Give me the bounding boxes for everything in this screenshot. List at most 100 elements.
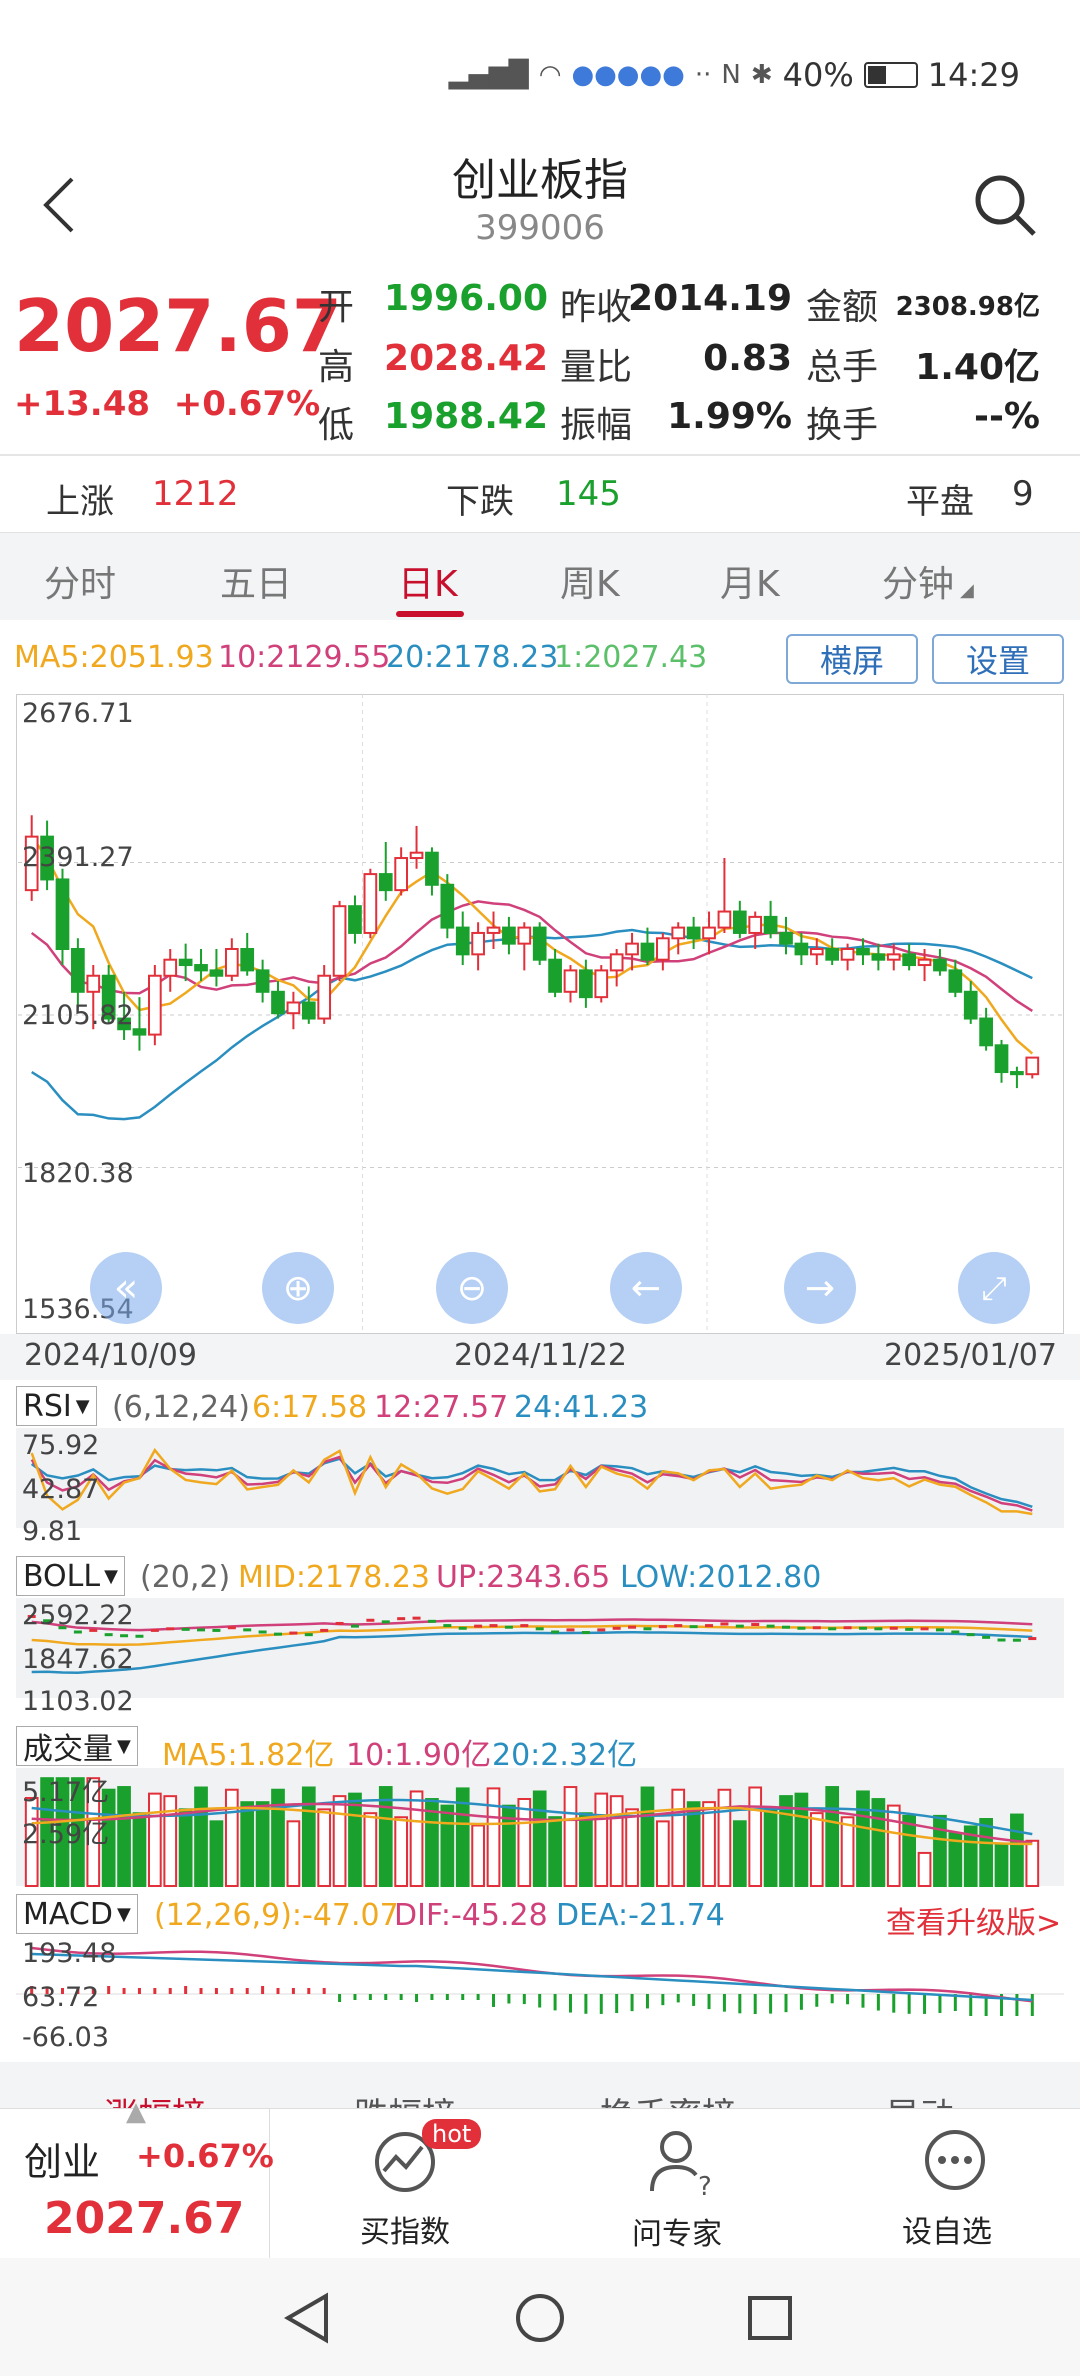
volume-bar xyxy=(209,1820,224,1887)
volume-bar xyxy=(502,1804,516,1887)
tab-five-day[interactable]: 五日 xyxy=(220,564,293,605)
candle-body xyxy=(486,926,501,934)
rsi6-value: 6:17.58 xyxy=(252,1390,368,1425)
boll-low-line xyxy=(31,1630,1033,1674)
rsi-y-label: 42.87 xyxy=(22,1474,100,1505)
volume-bar xyxy=(686,1801,701,1888)
boll-panel xyxy=(16,1598,1064,1698)
quote-value: 2028.42 xyxy=(384,338,548,379)
candle-body xyxy=(871,953,886,961)
nav-back-icon[interactable] xyxy=(282,2292,332,2344)
vol-ma5: MA5:1.82亿 xyxy=(162,1738,335,1773)
tab-intraday[interactable]: 分时 xyxy=(44,564,117,605)
volume-bar xyxy=(655,1820,670,1888)
rsi-y-label: 75.92 xyxy=(22,1430,100,1461)
back-button[interactable] xyxy=(40,170,100,240)
candle-body xyxy=(732,910,747,934)
tab-minute[interactable]: 分钟 ◢ xyxy=(882,555,974,607)
candle-body xyxy=(548,958,562,993)
ma10-line xyxy=(30,900,1033,1012)
candle-body xyxy=(332,905,347,977)
macd-upgrade-link[interactable]: 查看升级版> xyxy=(886,1906,1062,1941)
expand-icon: ⤢ xyxy=(981,1268,1007,1307)
volume-bar xyxy=(317,1808,332,1888)
add-watchlist-button[interactable]: 设自选 xyxy=(880,2119,1030,2250)
candle-body xyxy=(640,942,655,961)
candle-body xyxy=(55,878,70,950)
volume-selector[interactable]: 成交量 ▼ xyxy=(16,1726,138,1767)
candle-body xyxy=(117,1017,131,1031)
clock: 14:29 xyxy=(927,56,1020,94)
ask-expert-button[interactable]: ? 问专家 xyxy=(610,2119,760,2252)
mini-quote[interactable]: 创业 +0.67% 2027.67 ▲ xyxy=(0,2097,274,2259)
candle-body xyxy=(902,953,917,967)
buy-index-button[interactable]: hot 买指数 xyxy=(330,2119,482,2250)
expert-question-icon: ? xyxy=(650,2131,712,2197)
zoom-in-button[interactable]: ⊕ xyxy=(262,1252,334,1324)
boll-y-label: 2592.22 xyxy=(22,1600,134,1631)
candle-body xyxy=(794,942,809,956)
candle-body xyxy=(163,958,178,977)
quote-label: 振幅 xyxy=(560,405,633,446)
candle-body xyxy=(763,915,778,934)
macd-dea: DEA:-21.74 xyxy=(556,1898,725,1933)
jump-start-button[interactable]: « xyxy=(90,1252,162,1324)
candle-body xyxy=(471,931,485,956)
volume-name: 成交量 xyxy=(23,1732,113,1767)
volume-bar xyxy=(871,1798,886,1887)
x-axis-label: 2024/10/09 xyxy=(24,1338,197,1373)
settings-button[interactable]: 设置 xyxy=(932,634,1064,684)
volume-bar xyxy=(809,1812,824,1887)
quote-label: 开 xyxy=(318,287,355,328)
tab-monthly-k[interactable]: 月K xyxy=(720,564,780,605)
quote-label: 昨收 xyxy=(560,287,633,328)
volume-bar xyxy=(40,1777,54,1887)
volume-bar xyxy=(271,1788,285,1887)
boll-y-label: 1103.02 xyxy=(22,1686,134,1717)
scroll-right-button[interactable]: → xyxy=(784,1252,856,1324)
kline-chart-frame[interactable] xyxy=(16,694,1064,1334)
up-count: 1212 xyxy=(152,474,239,514)
period-tabs: 分时 五日 日K 周K 月K 分钟 ◢ xyxy=(0,532,1080,620)
candle-body xyxy=(394,857,409,892)
volume-bar xyxy=(425,1798,439,1887)
nav-home-icon[interactable] xyxy=(514,2292,566,2344)
candle-body xyxy=(748,915,763,934)
rsi-selector[interactable]: RSI ▼ xyxy=(16,1386,97,1426)
chevron-left-icon xyxy=(43,177,74,233)
scroll-left-button[interactable]: ← xyxy=(610,1252,682,1324)
landscape-button[interactable]: 横屏 xyxy=(786,634,918,684)
candle-body xyxy=(563,969,578,993)
divider xyxy=(0,454,1080,456)
candle-body xyxy=(363,873,378,934)
macd-dea-line xyxy=(31,1952,1033,2002)
macd-selector[interactable]: MACD ▼ xyxy=(16,1894,138,1934)
volume-bar xyxy=(163,1795,178,1887)
ma5-value: MA5:2051.93 xyxy=(14,640,214,675)
fullscreen-button[interactable]: ⤢ xyxy=(958,1252,1030,1324)
kline-chart xyxy=(16,694,1064,2016)
volume-bar xyxy=(748,1786,763,1888)
macd-params: (12,26,9):-47.07 xyxy=(154,1898,399,1933)
tab-weekly-k[interactable]: 周K xyxy=(560,564,620,605)
volume-bar xyxy=(332,1795,347,1887)
candle-body xyxy=(378,873,393,892)
volume-bar xyxy=(378,1786,393,1888)
volume-bar xyxy=(825,1786,840,1887)
candle-body xyxy=(979,1017,993,1047)
volume-bar xyxy=(594,1792,609,1887)
boll-selector[interactable]: BOLL ▼ xyxy=(16,1556,125,1596)
quote-label: 低 xyxy=(318,405,355,446)
zoom-out-button[interactable]: ⊖ xyxy=(436,1252,508,1324)
candle-body xyxy=(809,947,824,956)
search-button[interactable] xyxy=(970,170,1040,240)
volume-bar xyxy=(255,1801,270,1888)
candle-body xyxy=(24,835,39,892)
market-breadth: 上涨 1212 下跌 145 平盘 9 xyxy=(0,456,1080,532)
signal-icon: ▂▄▆█ xyxy=(448,60,529,90)
down-count: 145 xyxy=(556,474,621,514)
svg-text:?: ? xyxy=(698,2172,712,2197)
nav-recents-icon[interactable] xyxy=(746,2294,794,2342)
boll-up: UP:2343.65 xyxy=(436,1560,611,1595)
tab-daily-k[interactable]: 日K xyxy=(398,564,458,605)
